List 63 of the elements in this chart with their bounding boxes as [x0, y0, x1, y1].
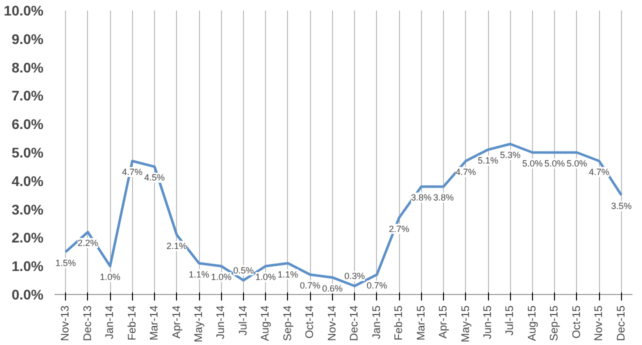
data-label: 4.7% — [588, 167, 610, 178]
x-tick-label: Dec-15 — [615, 305, 628, 341]
x-tick-label: Jul-14 — [237, 305, 250, 336]
x-tick-label: Sep-14 — [282, 305, 294, 341]
data-label: 4.5% — [144, 172, 165, 183]
x-tick-label: Nov-14 — [326, 305, 338, 341]
data-label: 4.7% — [456, 167, 476, 178]
x-tick-label: Dec-13 — [82, 305, 94, 341]
x-tick-label: Apr-15 — [438, 305, 450, 339]
x-tick-label: Mar-15 — [415, 306, 428, 340]
y-tick-label: 10.0% — [4, 2, 44, 18]
y-tick-label: 2.0% — [12, 230, 44, 246]
y-tick-label: 7.0% — [12, 88, 44, 104]
x-tick-label: Oct-14 — [304, 305, 316, 339]
x-tick-label: Jun-14 — [215, 305, 228, 340]
y-tick-label: 8.0% — [12, 59, 44, 76]
x-tick-label: Jul-15 — [504, 305, 516, 336]
data-label: 2.1% — [166, 240, 188, 251]
x-tick-label: Aug-14 — [260, 305, 272, 341]
y-tick-label: 3.0% — [12, 201, 44, 218]
data-label: 0.6% — [322, 283, 343, 294]
x-tick-label: Jan-14 — [104, 305, 116, 340]
data-label: 5.3% — [500, 150, 520, 160]
x-tick-label: Jun-15 — [482, 305, 494, 340]
x-tick-label: Nov-15 — [593, 305, 606, 341]
data-label: 5.0% — [566, 158, 588, 168]
data-label: 1.5% — [55, 258, 76, 268]
y-tick-label: 9.0% — [12, 30, 44, 47]
x-tick-label: May-15 — [460, 305, 472, 342]
y-tick-label: 0.0% — [12, 286, 44, 302]
data-label: 2.2% — [78, 238, 98, 248]
x-tick-label: Nov-13 — [60, 305, 72, 341]
x-tick-label: Dec-14 — [348, 305, 361, 341]
y-tick-label: 6.0% — [12, 116, 44, 132]
data-label: 3.5% — [611, 201, 632, 212]
x-tick-label: Jan-15 — [370, 305, 383, 340]
data-label: 5.0% — [522, 158, 543, 168]
data-label: 5.0% — [544, 158, 565, 168]
data-label: 1.0% — [210, 272, 232, 282]
data-label: 1.0% — [100, 272, 120, 282]
y-tick-label: 4.0% — [12, 172, 44, 189]
data-label: 0.7% — [366, 280, 388, 291]
data-label: 0.7% — [300, 280, 320, 291]
data-label: 0.3% — [344, 270, 365, 281]
data-label: 1.0% — [255, 272, 276, 282]
x-tick-label: Mar-14 — [148, 306, 161, 340]
x-tick-label: May-14 — [193, 305, 205, 342]
data-label: 3.8% — [411, 192, 432, 203]
y-tick-label: 1.0% — [12, 258, 44, 274]
data-label: 4.7% — [122, 167, 143, 178]
x-tick-label: Oct-15 — [570, 305, 583, 339]
x-tick-label: Feb-15 — [393, 305, 406, 340]
x-tick-label: Feb-14 — [126, 305, 138, 340]
x-tick-label: Sep-15 — [548, 305, 561, 341]
data-label: 2.7% — [388, 224, 410, 234]
data-label: 3.8% — [433, 192, 454, 203]
data-label: 0.5% — [233, 265, 254, 276]
data-label: 1.1% — [278, 269, 298, 280]
data-label: 5.1% — [478, 156, 498, 166]
data-label: 1.1% — [188, 269, 210, 280]
x-tick-label: Apr-14 — [170, 305, 183, 339]
y-tick-label: 5.0% — [12, 144, 44, 160]
x-tick-label: Aug-15 — [526, 305, 538, 341]
